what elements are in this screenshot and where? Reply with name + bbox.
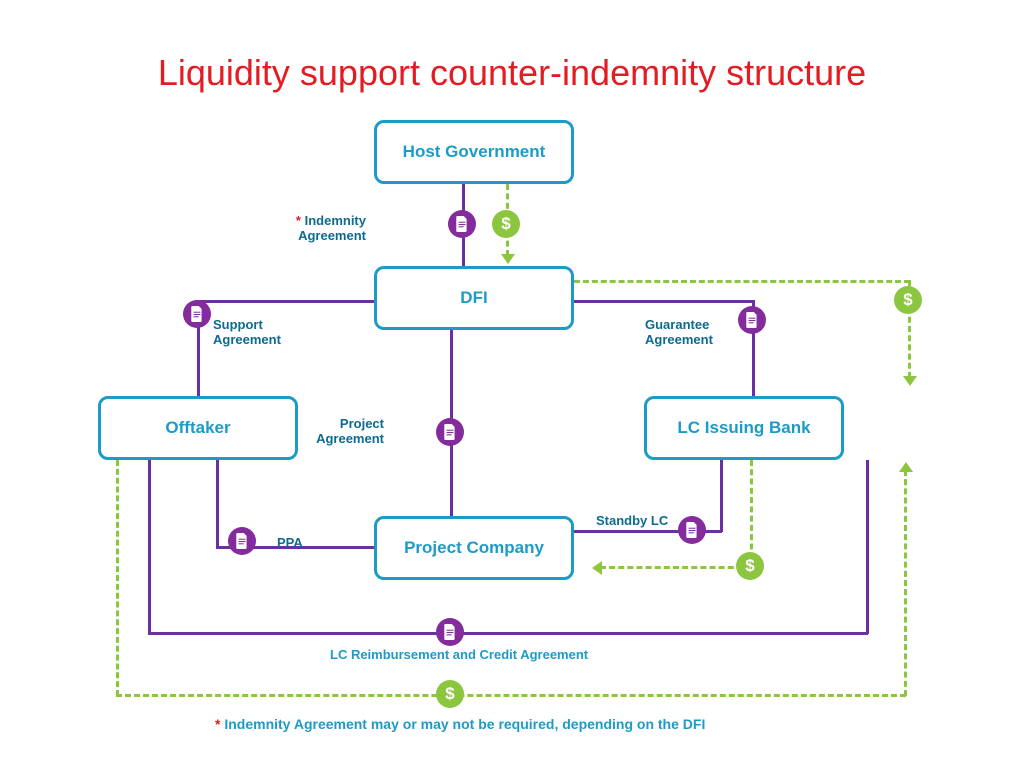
label-guarantee-agreement: Guarantee Agreement [645, 318, 713, 348]
document-icon [183, 300, 211, 328]
edge [904, 470, 907, 696]
label-standby-lc: Standby LC [596, 514, 668, 529]
edge [574, 280, 910, 283]
edge [197, 300, 374, 303]
document-icon [436, 418, 464, 446]
label-indemnity-agreement: * Indemnity Agreement [296, 214, 366, 244]
edge [216, 460, 219, 548]
label-lc-reimbursement: LC Reimbursement and Credit Agreement [330, 648, 588, 663]
node-offtaker: Offtaker [98, 396, 298, 460]
arrowhead-icon [899, 462, 913, 472]
label-support-agreement: Support Agreement [213, 318, 281, 348]
edge [866, 460, 869, 634]
dollar-icon: $ [736, 552, 764, 580]
page-title: Liquidity support counter-indemnity stru… [0, 52, 1024, 94]
arrowhead-icon [592, 561, 602, 575]
node-dfi: DFI [374, 266, 574, 330]
edge [720, 460, 723, 532]
document-icon [738, 306, 766, 334]
document-icon [228, 527, 256, 555]
diagram-stage: Liquidity support counter-indemnity stru… [0, 0, 1024, 768]
node-lc-issuing-bank: LC Issuing Bank [644, 396, 844, 460]
edge [148, 460, 151, 634]
arrowhead-icon [501, 254, 515, 264]
dollar-icon: $ [492, 210, 520, 238]
edge [116, 694, 906, 697]
dollar-icon: $ [894, 286, 922, 314]
node-project-company: Project Company [374, 516, 574, 580]
footnote: * Indemnity Agreement may or may not be … [215, 716, 705, 732]
edge [148, 632, 868, 635]
edge [574, 300, 754, 303]
edge [116, 460, 119, 696]
edge [600, 566, 752, 569]
label-ppa: PPA [277, 536, 303, 551]
node-host-government: Host Government [374, 120, 574, 184]
arrowhead-icon [903, 376, 917, 386]
document-icon [436, 618, 464, 646]
label-project-agreement: Project Agreement [316, 417, 384, 447]
document-icon [678, 516, 706, 544]
dollar-icon: $ [436, 680, 464, 708]
document-icon [448, 210, 476, 238]
